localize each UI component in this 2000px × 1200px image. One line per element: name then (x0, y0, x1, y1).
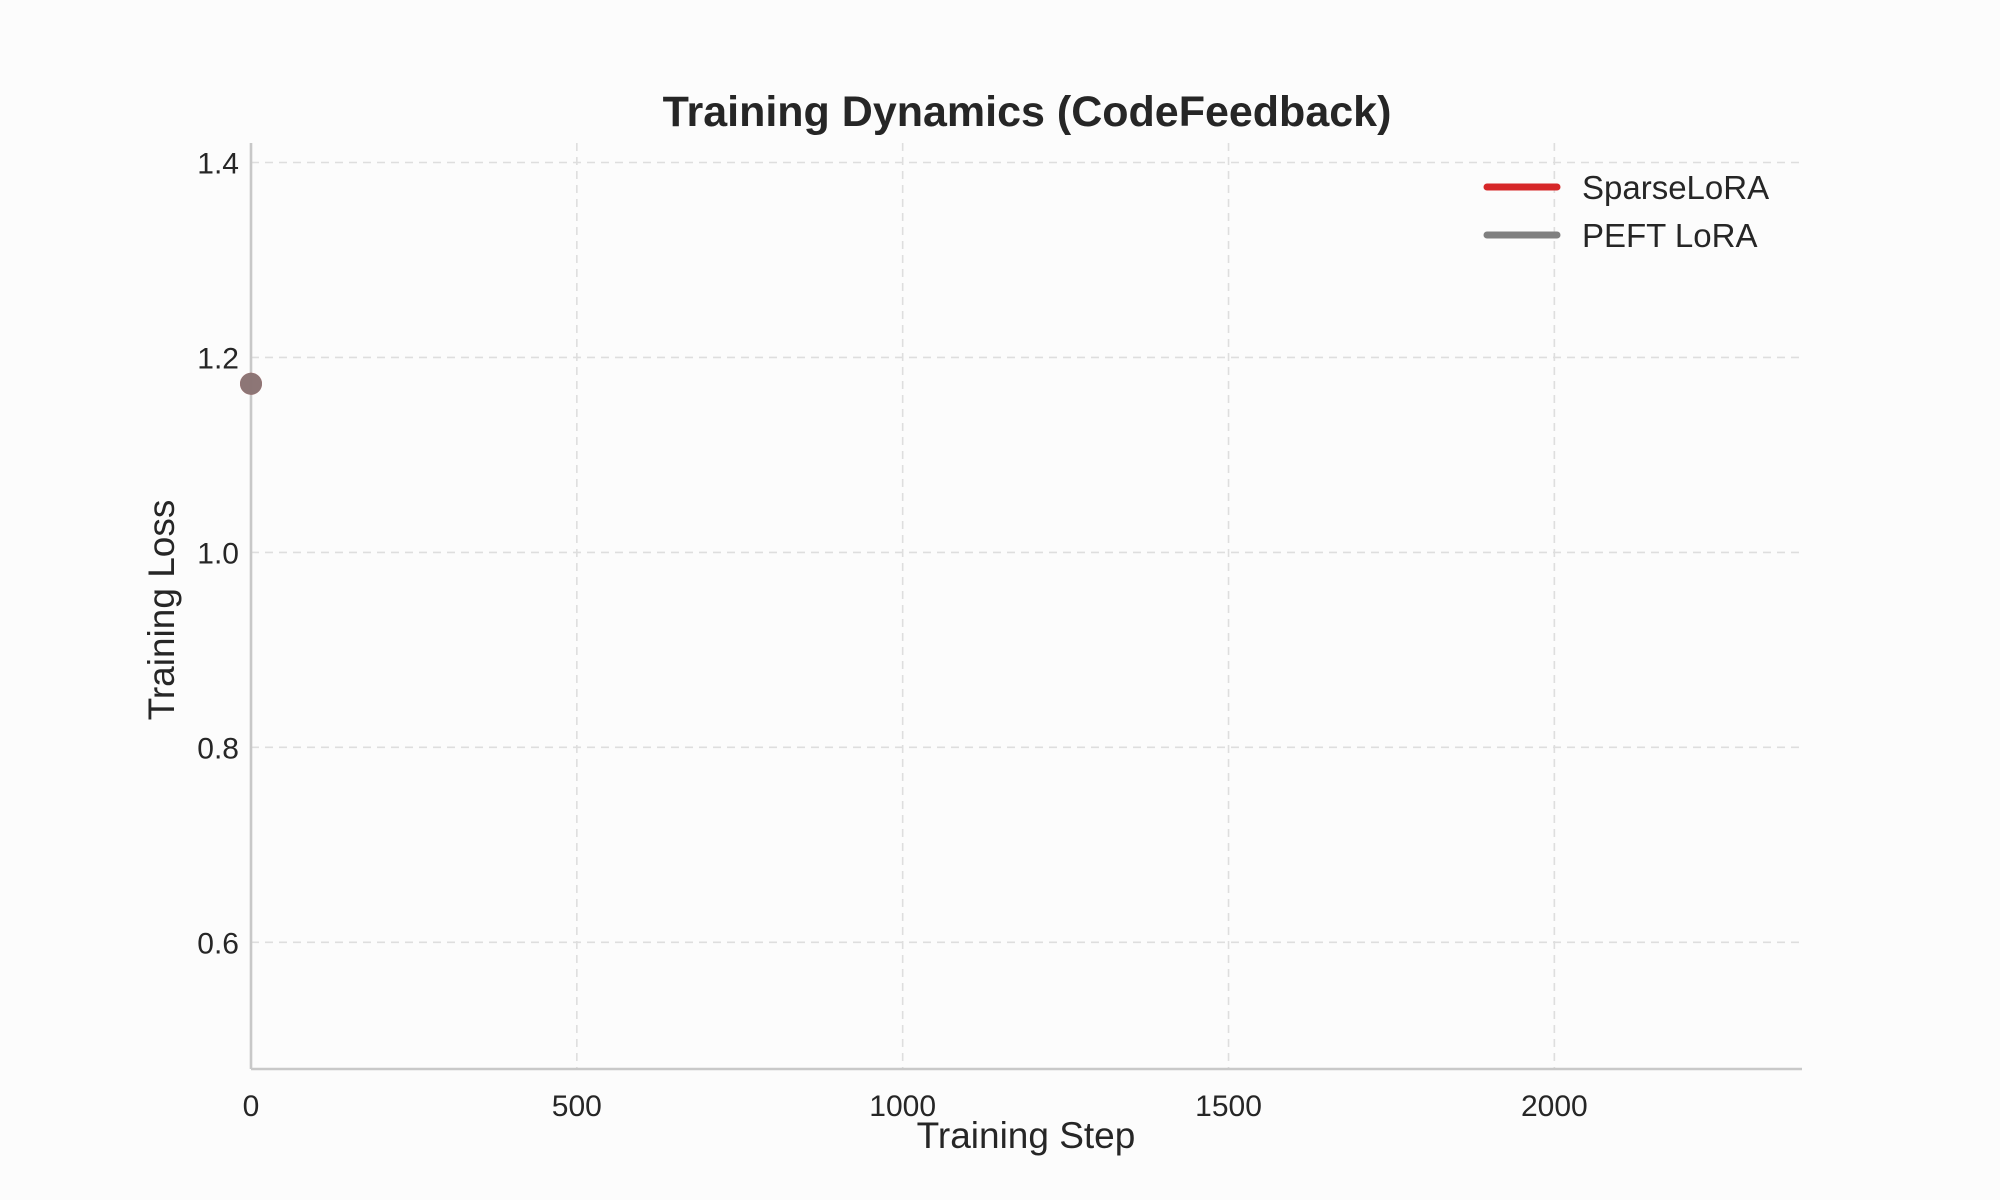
legend: SparseLoRA PEFT LoRA (1483, 169, 1769, 254)
y-tick-label: 0.6 (197, 927, 239, 960)
axes (249, 143, 1802, 1071)
tick-labels: 0 500 1000 1500 2000 0.6 0.8 1.0 1.2 1.4 (197, 147, 1587, 1123)
y-tick-label: 1.2 (197, 342, 239, 375)
x-tick-label: 1500 (1195, 1090, 1262, 1123)
y-axis-label: Training Loss (141, 500, 182, 721)
y-tick-label: 0.8 (197, 732, 239, 765)
x-tick-label: 2000 (1521, 1090, 1588, 1123)
y-tick-label: 1.4 (197, 147, 239, 180)
chart-title: Training Dynamics (CodeFeedback) (663, 88, 1392, 136)
legend-label: PEFT LoRA (1582, 217, 1757, 254)
x-tick-label: 500 (552, 1090, 602, 1123)
x-tick-label: 1000 (869, 1090, 936, 1123)
x-tick-label: 0 (243, 1090, 260, 1123)
y-tick-label: 1.0 (197, 537, 239, 570)
data-point (240, 372, 262, 395)
x-axis-label: Training Step (917, 1115, 1136, 1156)
legend-label: SparseLoRA (1582, 169, 1769, 206)
grid (251, 143, 1802, 1069)
plot-area (240, 372, 262, 395)
